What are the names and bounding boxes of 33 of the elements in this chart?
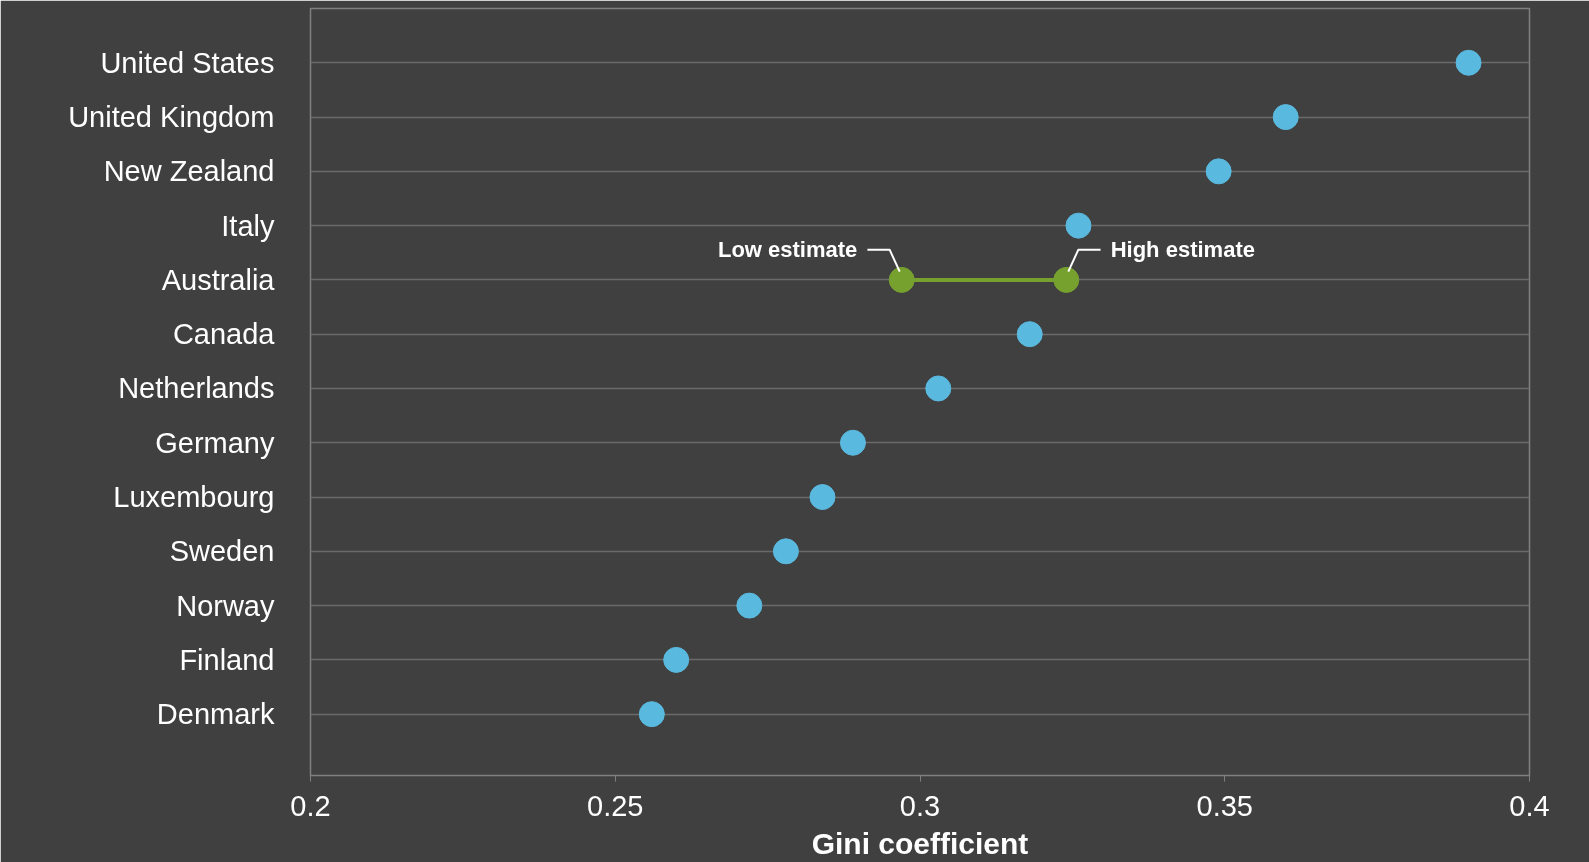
- point: [925, 375, 952, 402]
- annotation: Low estimate: [717, 237, 858, 263]
- x-tick-label: 0.3: [899, 789, 941, 822]
- y-tick-label: Italy: [221, 209, 275, 242]
- point: [736, 592, 763, 619]
- y-tick-label: United Kingdom: [68, 101, 275, 134]
- x-axis-title: Gini coefficient: [811, 826, 1029, 860]
- y-tick-label: Australia: [161, 263, 276, 296]
- y-tick-label: Finland: [179, 643, 275, 676]
- point: [1205, 158, 1232, 185]
- point: [638, 701, 665, 728]
- point: [1272, 104, 1299, 131]
- point: [772, 538, 799, 565]
- y-tick-label: New Zealand: [103, 155, 275, 188]
- point: [839, 429, 866, 456]
- y-tick-label: United States: [100, 46, 275, 79]
- x-tick-label: 0.35: [1196, 789, 1253, 822]
- annotation: High estimate: [1110, 237, 1255, 263]
- y-tick-label: Luxembourg: [113, 481, 275, 514]
- y-tick-label: Denmark: [156, 698, 275, 731]
- x-tick-label: 0.2: [290, 789, 331, 822]
- point: [1455, 49, 1482, 76]
- point: [809, 484, 836, 511]
- y-tick-label: Norway: [176, 589, 275, 622]
- point: [1065, 212, 1092, 239]
- x-tick-label: 0.25: [587, 789, 644, 822]
- y-tick-label: Germany: [155, 426, 275, 459]
- point: [663, 646, 690, 673]
- y-tick-label: Netherlands: [118, 372, 275, 405]
- y-tick-label: Sweden: [169, 535, 275, 568]
- point: [1016, 321, 1043, 348]
- x-tick-label: 0.4: [1509, 789, 1550, 822]
- y-tick-label: Canada: [172, 318, 276, 351]
